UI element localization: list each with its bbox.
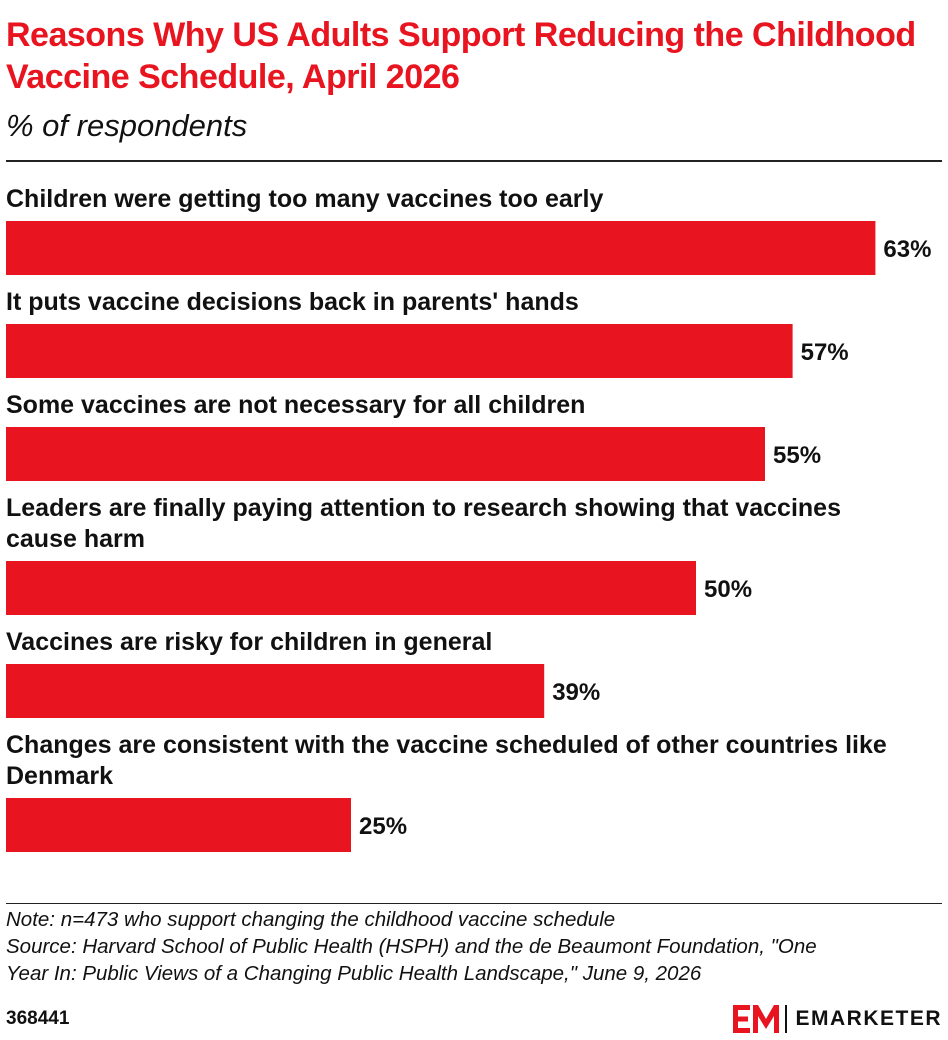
footer-note: Note: n=473 who support changing the chi… — [6, 908, 616, 931]
footer-source-line-1: Source: Harvard School of Public Health … — [6, 935, 817, 958]
chart-title: Reasons Why US Adults Support Reducing t… — [6, 16, 916, 96]
category-label: Denmark — [6, 762, 113, 790]
category-label: It puts vaccine decisions back in parent… — [6, 288, 579, 316]
bar — [6, 221, 876, 275]
chart-subtitle: % of respondents — [6, 108, 248, 143]
value-label: 50% — [704, 576, 752, 603]
category-label: cause harm — [6, 525, 145, 553]
bar — [6, 324, 793, 378]
category-label: Changes are consistent with the vaccine … — [6, 731, 887, 759]
footer-source-line-2: Year In: Public Views of a Changing Publ… — [6, 962, 702, 985]
bottom-divider — [6, 903, 942, 904]
category-label: Leaders are finally paying attention to … — [6, 494, 841, 522]
category-label: Children were getting too many vaccines … — [6, 185, 603, 213]
bar — [6, 664, 545, 718]
brand-divider — [785, 1005, 788, 1033]
top-divider — [6, 160, 942, 162]
bar-chart: Children were getting too many vaccines … — [6, 185, 931, 852]
value-label: 63% — [883, 236, 931, 263]
value-label: 25% — [359, 813, 407, 840]
value-label: 55% — [773, 442, 821, 469]
category-label: Some vaccines are not necessary for all … — [6, 391, 585, 419]
brand-logo: EMARKETER — [733, 1003, 942, 1035]
brand-name: EMARKETER — [795, 1007, 942, 1030]
emarketer-logo-icon — [733, 1005, 780, 1033]
footer-notes: Note: n=473 who support changing the chi… — [6, 906, 942, 987]
bar — [6, 561, 696, 615]
chart-id: 368441 — [6, 1008, 70, 1029]
bar — [6, 798, 351, 852]
value-label: 39% — [552, 679, 600, 706]
value-label: 57% — [801, 339, 849, 366]
bar — [6, 427, 765, 481]
category-label: Vaccines are risky for children in gener… — [6, 628, 492, 656]
